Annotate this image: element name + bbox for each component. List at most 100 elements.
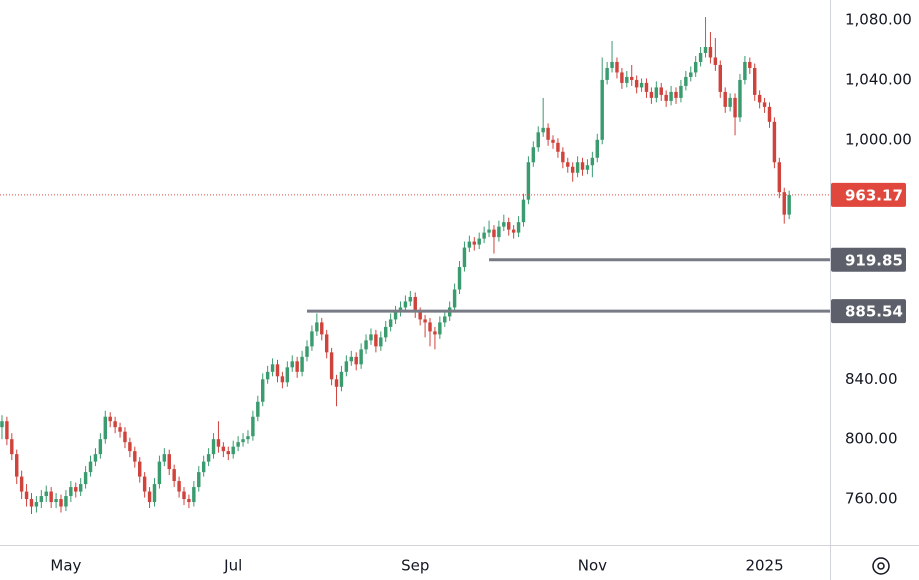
candle-body xyxy=(138,461,142,477)
candle-body xyxy=(684,76,688,86)
candle-body xyxy=(772,121,777,163)
candle-body xyxy=(718,64,723,92)
candle-body xyxy=(187,499,191,503)
candle-body xyxy=(664,94,668,101)
candle-body xyxy=(502,222,506,227)
candle-body xyxy=(10,439,14,455)
candle-body xyxy=(713,57,718,65)
candle-body xyxy=(767,106,772,122)
candle-body xyxy=(103,416,108,440)
candle-body xyxy=(349,356,354,362)
candle-body xyxy=(531,147,536,163)
candle-body xyxy=(477,238,481,245)
candle-body xyxy=(226,451,231,455)
candle-body xyxy=(344,361,349,372)
candle-body xyxy=(782,192,786,215)
last-price-label-bg xyxy=(831,182,906,207)
y-tick-label: 1,040.00 xyxy=(845,70,912,88)
candle-body xyxy=(0,421,4,428)
candle-body xyxy=(443,316,447,323)
candle-body xyxy=(408,296,413,302)
candle-body xyxy=(625,76,629,83)
candle-body xyxy=(329,352,334,380)
candle-body xyxy=(497,226,501,238)
candle-body xyxy=(147,491,152,503)
candle-body xyxy=(221,446,226,452)
candle-body xyxy=(546,127,550,140)
y-tick-label: 800.00 xyxy=(845,430,898,448)
level-label-bg xyxy=(831,299,906,324)
candle-body xyxy=(369,334,373,341)
candle-body xyxy=(472,241,477,245)
candle-body xyxy=(487,229,491,233)
candle-body xyxy=(620,72,624,83)
candle-body xyxy=(659,87,663,95)
candle-body xyxy=(192,487,196,503)
candle-body xyxy=(231,446,235,455)
plot-area xyxy=(0,17,791,515)
candle-body xyxy=(743,61,747,80)
candle-body xyxy=(275,364,280,377)
candle-body xyxy=(566,162,570,167)
candle-body xyxy=(241,439,245,443)
candle-body xyxy=(595,139,600,158)
candle-body xyxy=(44,491,48,497)
candle-body xyxy=(128,442,132,452)
candle-body xyxy=(157,461,162,485)
candle-body xyxy=(315,322,319,332)
candle-body xyxy=(723,91,727,107)
candle-body xyxy=(172,469,176,482)
x-tick-label: 2025 xyxy=(745,557,783,575)
candle-body xyxy=(182,491,186,500)
candle-body xyxy=(177,481,181,492)
candle-body xyxy=(526,162,531,200)
candle-body xyxy=(674,91,678,98)
settings-button[interactable] xyxy=(872,557,890,575)
candle-body xyxy=(64,496,68,507)
candle-body xyxy=(261,379,265,402)
candle-body xyxy=(733,97,737,118)
candle-body xyxy=(108,416,112,422)
candle-body xyxy=(251,416,255,437)
candle-body xyxy=(270,364,275,372)
candle-body xyxy=(590,157,595,166)
candle-body xyxy=(142,476,147,492)
x-tick-label: Jul xyxy=(223,557,242,575)
candle-body xyxy=(693,61,698,73)
candle-body xyxy=(580,162,585,170)
settings-icon[interactable] xyxy=(872,557,890,575)
candle-body xyxy=(452,289,457,308)
candle-body xyxy=(492,229,496,238)
candle-body xyxy=(467,241,472,248)
candle-body xyxy=(324,334,329,353)
candle-body xyxy=(610,61,614,68)
candle-body xyxy=(5,421,9,440)
y-tick-label: 760.00 xyxy=(845,490,898,508)
candle-body xyxy=(777,162,782,193)
candle-body xyxy=(280,376,285,383)
candle-body xyxy=(265,371,270,380)
candle-body xyxy=(98,439,103,455)
candle-body xyxy=(393,311,398,320)
candle-body xyxy=(246,436,250,440)
candle-body xyxy=(374,334,378,347)
candle-body xyxy=(197,472,201,488)
candle-body xyxy=(19,476,24,492)
candle-body xyxy=(334,379,339,387)
y-tick-label: 1,000.00 xyxy=(845,130,912,148)
x-tick-label: May xyxy=(50,557,81,575)
settings-icon-center[interactable] xyxy=(877,562,885,570)
candle-body xyxy=(295,361,299,372)
candle-body xyxy=(423,319,427,323)
candle-body xyxy=(753,67,757,95)
candle-body xyxy=(88,461,93,473)
candle-body xyxy=(34,502,39,507)
candle-body xyxy=(54,499,58,503)
candle-body xyxy=(428,322,432,332)
candle-body xyxy=(15,454,19,477)
candle-body xyxy=(570,166,575,173)
candle-body xyxy=(83,472,88,485)
candle-body xyxy=(290,361,294,368)
y-tick-label: 1,080.00 xyxy=(845,11,912,29)
